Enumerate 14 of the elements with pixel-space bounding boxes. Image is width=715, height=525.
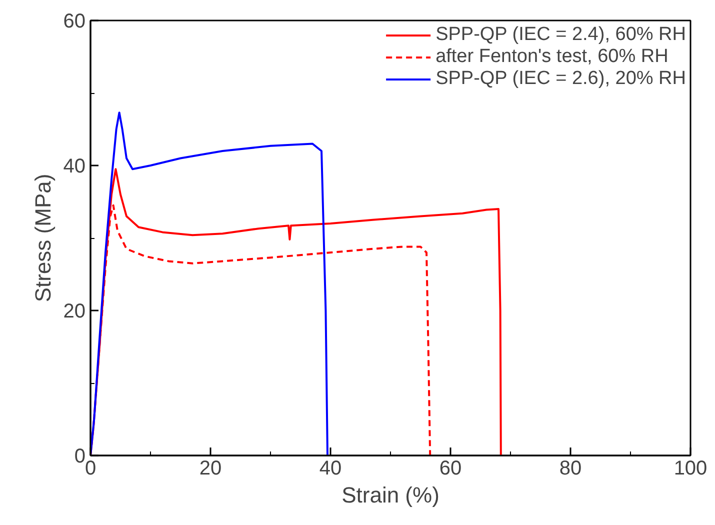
line-series <box>90 112 328 456</box>
y-axis-title: Stress (MPa) <box>30 174 56 302</box>
y-tick-label: 40 <box>63 156 86 178</box>
legend-label: SPP-QP (IEC = 2.6), 20% RH <box>436 68 686 90</box>
x-tick-label: 40 <box>319 458 342 480</box>
y-tick-label: 20 <box>63 300 86 322</box>
x-axis-title: Strain (%) <box>342 482 440 508</box>
x-tick-label: 20 <box>199 458 222 480</box>
legend-label: SPP-QP (IEC = 2.4), 60% RH <box>436 24 686 46</box>
x-tick-label: 100 <box>674 458 708 480</box>
x-tick-label: 60 <box>439 458 462 480</box>
legend-label: after Fenton's test, 60% RH <box>436 46 668 68</box>
x-tick-label: 80 <box>559 458 582 480</box>
y-tick-label: 60 <box>63 10 86 32</box>
